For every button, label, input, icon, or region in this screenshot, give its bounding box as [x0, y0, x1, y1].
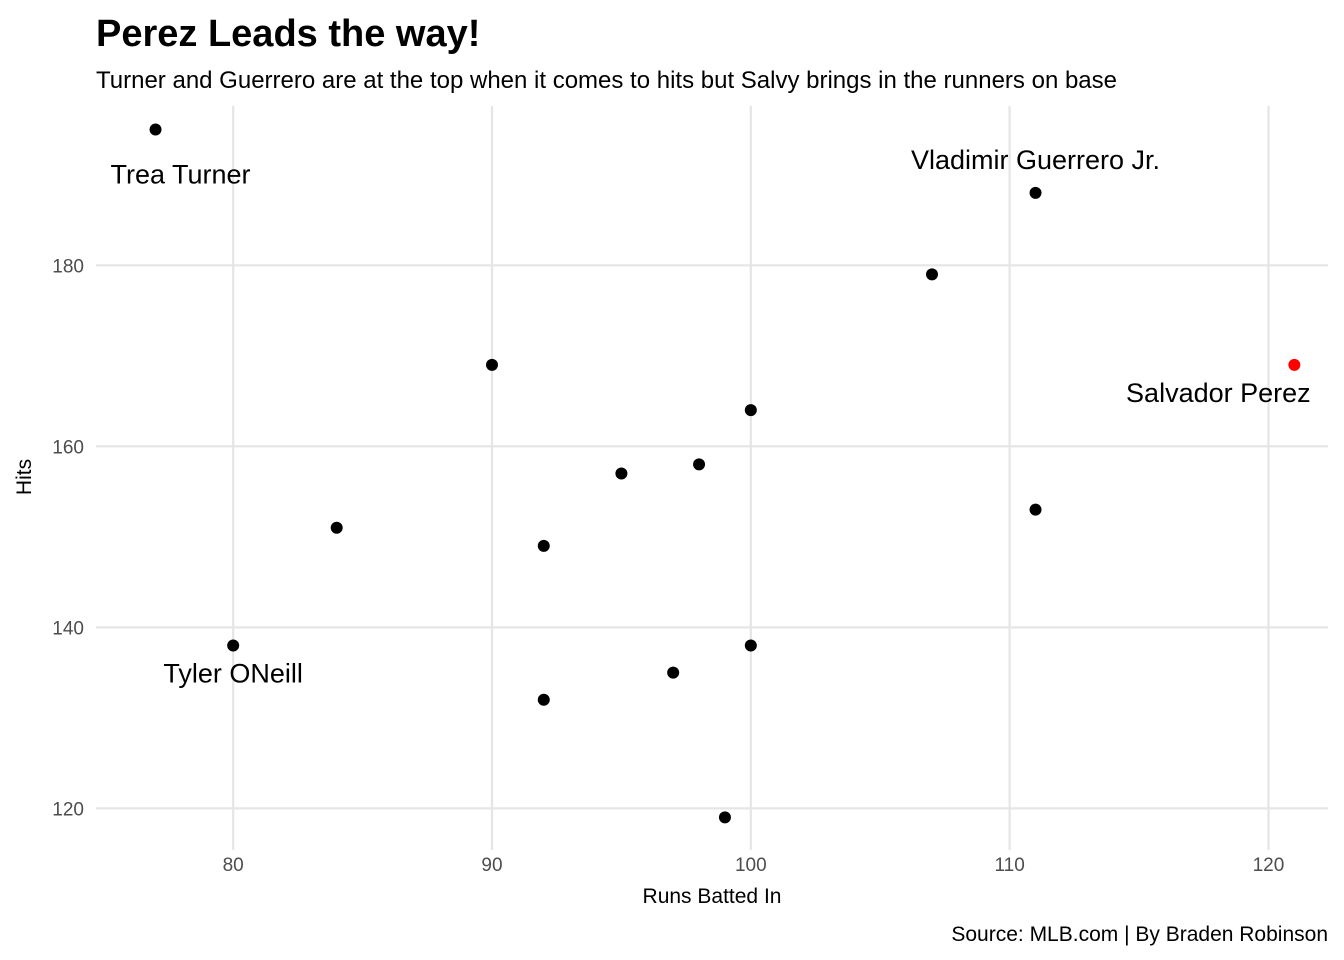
gridlines	[96, 106, 1328, 850]
point-label: Tyler ONeill	[163, 658, 303, 688]
data-points	[149, 123, 1301, 824]
x-tick-label: 110	[994, 855, 1024, 876]
y-tick-label: 160	[52, 437, 84, 458]
data-point	[1029, 503, 1042, 516]
data-point	[926, 268, 938, 281]
data-point	[149, 123, 162, 136]
chart-caption: Source: MLB.com | By Braden Robinson	[951, 923, 1328, 946]
tick-labels: 80 90 100 110 120 120 140 160 180	[52, 256, 1284, 876]
y-tick-label: 140	[52, 618, 84, 639]
x-tick-label: 80	[223, 855, 244, 876]
chart-title: Perez Leads the way!	[96, 13, 480, 55]
highlight-point	[1288, 358, 1301, 371]
x-tick-label: 100	[735, 855, 767, 876]
point-label: Vladimir Guerrero Jr.	[911, 145, 1160, 175]
data-point	[537, 693, 550, 706]
y-tick-label: 120	[52, 799, 84, 820]
data-point	[1029, 186, 1042, 199]
chart-subtitle: Turner and Guerrero are at the top when …	[96, 67, 1117, 94]
data-point	[744, 639, 757, 652]
data-point	[718, 811, 731, 824]
data-point	[615, 467, 628, 480]
data-point	[537, 539, 550, 552]
point-label: Trea Turner	[110, 160, 250, 190]
x-tick-label: 120	[1253, 855, 1285, 876]
data-point	[667, 666, 680, 679]
point-label: Salvador Perez	[1126, 378, 1311, 408]
data-point	[227, 639, 240, 652]
data-point	[744, 404, 757, 417]
y-axis-label: Hits	[13, 459, 36, 495]
data-point	[693, 458, 706, 471]
y-tick-label: 180	[52, 256, 84, 277]
data-point	[486, 358, 498, 371]
x-axis-label: Runs Batted In	[643, 885, 782, 908]
x-tick-label: 90	[481, 855, 502, 876]
data-point	[330, 521, 343, 534]
point-annotations: Trea Turner Vladimir Guerrero Jr. Salvador…	[110, 145, 1310, 689]
